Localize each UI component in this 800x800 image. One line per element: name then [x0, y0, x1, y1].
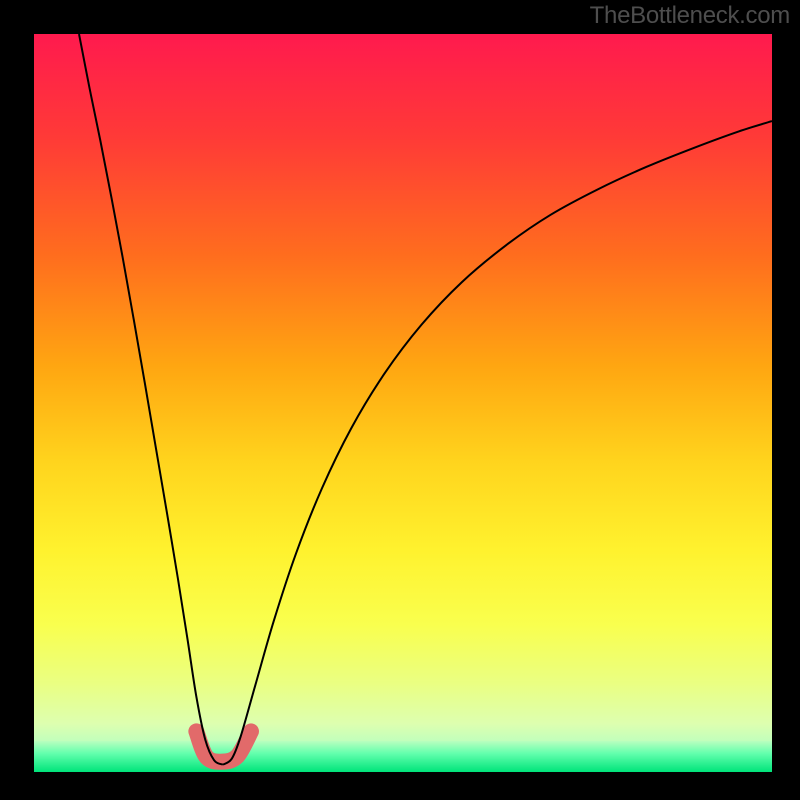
plot-area	[34, 34, 772, 772]
right-curve	[223, 121, 772, 765]
curve-layer	[34, 34, 772, 772]
chart-frame: TheBottleneck.com	[0, 0, 800, 800]
watermark-text: TheBottleneck.com	[590, 2, 790, 30]
left-curve	[79, 34, 223, 765]
